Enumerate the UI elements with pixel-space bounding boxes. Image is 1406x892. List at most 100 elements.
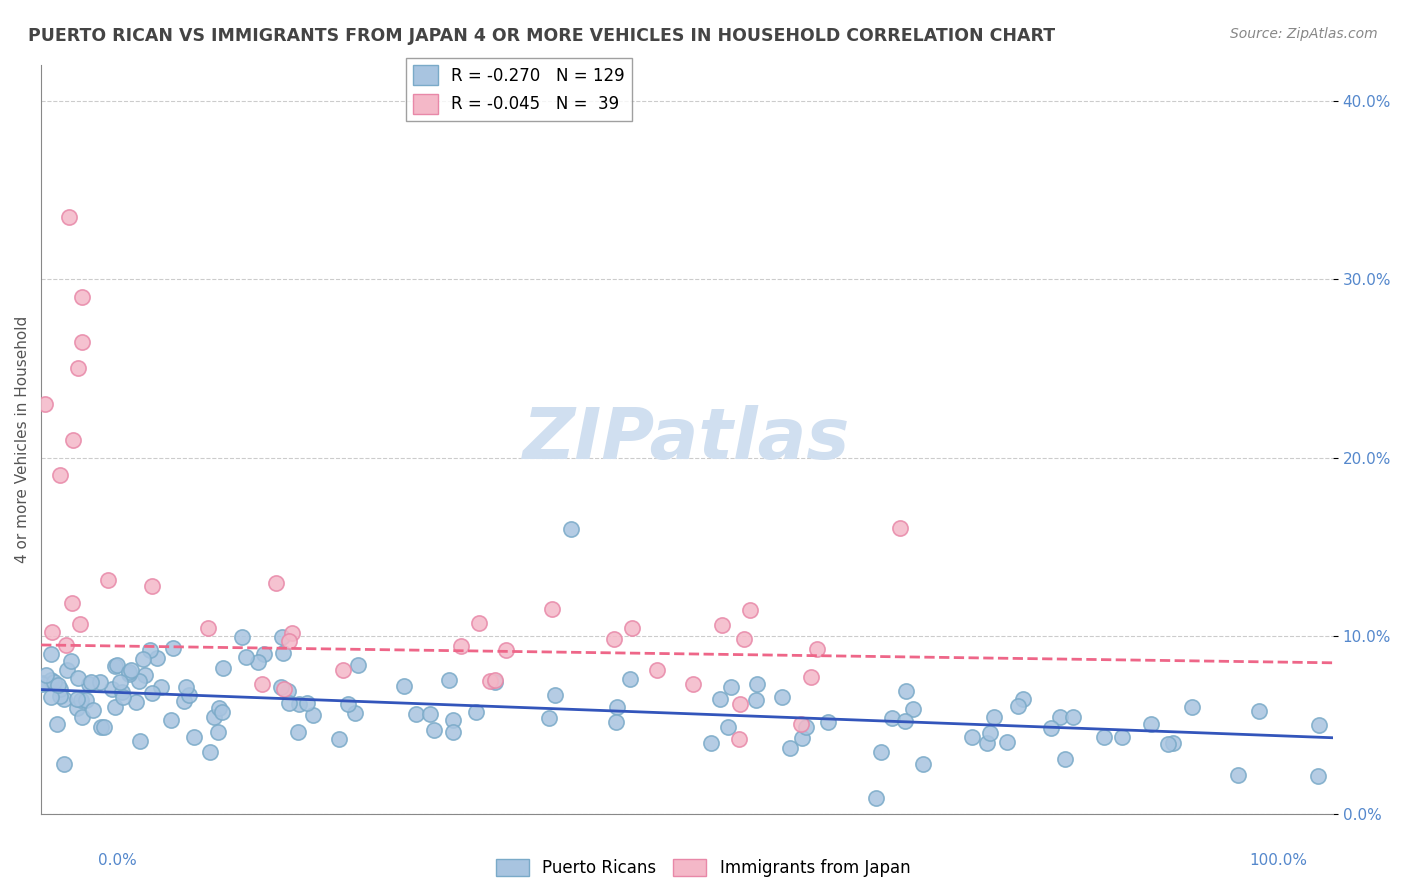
Point [538, 711, 561, 725]
Point [111, 685, 134, 699]
Y-axis label: 4 or more Vehicles in Household: 4 or more Vehicles in Household [15, 316, 30, 564]
Point [159, 713, 181, 727]
Point [740, 603, 762, 617]
Point [1011, 691, 1033, 706]
Point [903, 702, 925, 716]
Point [270, 630, 292, 644]
Point [46, 717, 69, 731]
Point [1161, 736, 1184, 750]
Point [728, 731, 751, 746]
Point [80, 675, 103, 690]
Text: PUERTO RICAN VS IMMIGRANTS FROM JAPAN 4 OR MORE VEHICLES IN HOUSEHOLD CORRELATIO: PUERTO RICAN VS IMMIGRANTS FROM JAPAN 4 … [28, 27, 1056, 45]
Point [183, 730, 205, 744]
Point [302, 708, 325, 723]
Point [56, 663, 79, 677]
Point [1007, 699, 1029, 714]
Point [49, 468, 72, 483]
Point [266, 575, 288, 590]
Point [720, 680, 742, 694]
Point [70, 693, 93, 707]
Point [620, 621, 643, 635]
Point [55, 638, 77, 652]
Point [392, 679, 415, 693]
Point [332, 663, 354, 677]
Point [405, 706, 427, 721]
Point [271, 646, 294, 660]
Point [235, 650, 257, 665]
Point [75, 693, 97, 707]
Point [32, 676, 55, 690]
Point [252, 676, 274, 690]
Point [682, 677, 704, 691]
Point [779, 741, 801, 756]
Point [717, 720, 740, 734]
Point [540, 602, 562, 616]
Point [138, 643, 160, 657]
Point [295, 696, 318, 710]
Point [960, 731, 983, 745]
Text: ZIPatlas: ZIPatlas [523, 405, 851, 475]
Point [105, 657, 128, 672]
Point [70, 290, 93, 304]
Point [41, 625, 63, 640]
Point [733, 632, 755, 646]
Point [790, 716, 813, 731]
Point [709, 692, 731, 706]
Point [277, 634, 299, 648]
Point [745, 677, 768, 691]
Point [277, 684, 299, 698]
Point [794, 720, 817, 734]
Point [745, 693, 768, 707]
Point [995, 735, 1018, 749]
Point [478, 673, 501, 688]
Point [1049, 709, 1071, 723]
Point [104, 700, 127, 714]
Point [1227, 768, 1250, 782]
Point [149, 680, 172, 694]
Text: 0.0%: 0.0% [98, 854, 138, 868]
Point [117, 666, 139, 681]
Legend: R = -0.270   N = 129, R = -0.045   N =  39: R = -0.270 N = 129, R = -0.045 N = 39 [406, 58, 631, 120]
Point [806, 641, 828, 656]
Point [337, 697, 360, 711]
Point [202, 710, 225, 724]
Text: Source: ZipAtlas.com: Source: ZipAtlas.com [1230, 27, 1378, 41]
Point [484, 673, 506, 687]
Legend: Puerto Ricans, Immigrants from Japan: Puerto Ricans, Immigrants from Japan [489, 852, 917, 884]
Point [464, 706, 486, 720]
Point [66, 701, 89, 715]
Point [495, 643, 517, 657]
Point [770, 690, 793, 705]
Point [468, 616, 491, 631]
Point [207, 724, 229, 739]
Point [39, 673, 62, 688]
Point [52, 692, 75, 706]
Point [120, 664, 142, 678]
Point [67, 361, 90, 376]
Point [177, 688, 200, 702]
Point [93, 720, 115, 734]
Point [141, 686, 163, 700]
Point [437, 673, 460, 687]
Point [89, 674, 111, 689]
Point [48, 689, 70, 703]
Point [79, 676, 101, 690]
Point [112, 690, 135, 705]
Point [792, 731, 814, 745]
Point [728, 697, 751, 711]
Point [979, 726, 1001, 740]
Point [1111, 731, 1133, 745]
Point [889, 521, 911, 535]
Point [173, 694, 195, 708]
Point [125, 695, 148, 709]
Point [1054, 752, 1077, 766]
Point [253, 648, 276, 662]
Point [344, 706, 367, 721]
Point [110, 675, 132, 690]
Point [1181, 700, 1204, 714]
Point [1247, 704, 1270, 718]
Point [67, 672, 90, 686]
Point [146, 650, 169, 665]
Point [281, 626, 304, 640]
Point [603, 632, 626, 647]
